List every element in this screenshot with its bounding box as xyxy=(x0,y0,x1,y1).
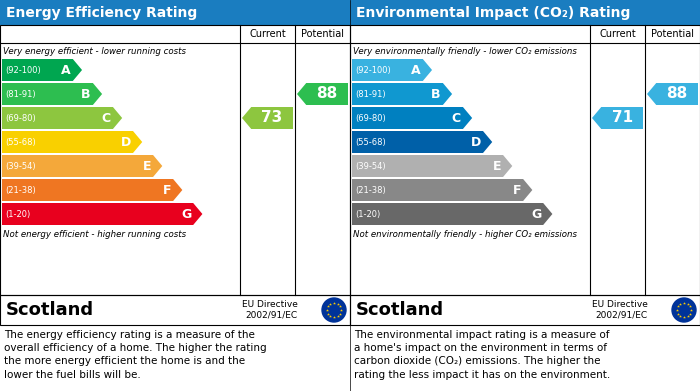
Text: Potential: Potential xyxy=(651,29,694,39)
Text: Scotland: Scotland xyxy=(356,301,444,319)
Circle shape xyxy=(322,298,346,322)
Polygon shape xyxy=(592,107,643,129)
Polygon shape xyxy=(352,155,512,177)
Text: (69-80): (69-80) xyxy=(355,113,386,122)
Text: The energy efficiency rating is a measure of the
overall efficiency of a home. T: The energy efficiency rating is a measur… xyxy=(4,330,267,380)
Text: B: B xyxy=(81,88,91,100)
Text: 88: 88 xyxy=(666,86,687,102)
Polygon shape xyxy=(2,179,182,201)
Text: The environmental impact rating is a measure of
a home's impact on the environme: The environmental impact rating is a mea… xyxy=(354,330,610,380)
Text: (81-91): (81-91) xyxy=(5,90,36,99)
Polygon shape xyxy=(2,83,102,105)
Polygon shape xyxy=(352,83,452,105)
Text: Potential: Potential xyxy=(301,29,344,39)
Text: C: C xyxy=(102,111,111,124)
Polygon shape xyxy=(2,131,142,153)
Text: E: E xyxy=(493,160,501,172)
Bar xyxy=(0,25,350,295)
Text: (39-54): (39-54) xyxy=(5,161,36,170)
Polygon shape xyxy=(352,59,432,81)
Text: Not environmentally friendly - higher CO₂ emissions: Not environmentally friendly - higher CO… xyxy=(353,230,577,239)
Text: D: D xyxy=(120,136,131,149)
Polygon shape xyxy=(2,203,202,225)
Text: Very environmentally friendly - lower CO₂ emissions: Very environmentally friendly - lower CO… xyxy=(353,47,577,57)
Text: 73: 73 xyxy=(262,111,283,126)
Text: Energy Efficiency Rating: Energy Efficiency Rating xyxy=(6,5,197,20)
Bar xyxy=(0,25,350,295)
Text: Scotland: Scotland xyxy=(6,301,94,319)
Text: EU Directive
2002/91/EC: EU Directive 2002/91/EC xyxy=(242,300,298,320)
Text: (81-91): (81-91) xyxy=(355,90,386,99)
Text: Current: Current xyxy=(599,29,636,39)
Text: E: E xyxy=(143,160,151,172)
Bar xyxy=(350,25,700,295)
Text: (92-100): (92-100) xyxy=(5,66,41,75)
Polygon shape xyxy=(352,203,552,225)
Polygon shape xyxy=(2,59,82,81)
Text: G: G xyxy=(181,208,191,221)
Text: Environmental Impact (CO₂) Rating: Environmental Impact (CO₂) Rating xyxy=(356,5,631,20)
Text: 88: 88 xyxy=(316,86,337,102)
Bar xyxy=(350,295,700,325)
Bar xyxy=(350,0,700,25)
Text: Current: Current xyxy=(249,29,286,39)
Text: Not energy efficient - higher running costs: Not energy efficient - higher running co… xyxy=(3,230,186,239)
Text: Very energy efficient - lower running costs: Very energy efficient - lower running co… xyxy=(3,47,186,57)
Text: F: F xyxy=(162,183,171,197)
Text: (55-68): (55-68) xyxy=(355,138,386,147)
Text: A: A xyxy=(411,63,421,77)
Text: (55-68): (55-68) xyxy=(5,138,36,147)
Text: F: F xyxy=(512,183,521,197)
Circle shape xyxy=(672,298,696,322)
Text: G: G xyxy=(531,208,541,221)
Text: C: C xyxy=(452,111,461,124)
Text: EU Directive
2002/91/EC: EU Directive 2002/91/EC xyxy=(592,300,648,320)
Bar xyxy=(0,295,350,325)
Polygon shape xyxy=(352,107,473,129)
Text: (69-80): (69-80) xyxy=(5,113,36,122)
Polygon shape xyxy=(352,179,532,201)
Polygon shape xyxy=(2,107,122,129)
Text: (21-38): (21-38) xyxy=(5,185,36,194)
Text: (39-54): (39-54) xyxy=(355,161,386,170)
Polygon shape xyxy=(352,131,492,153)
Text: (1-20): (1-20) xyxy=(5,210,30,219)
Bar xyxy=(350,295,700,325)
Polygon shape xyxy=(242,107,293,129)
Text: (92-100): (92-100) xyxy=(355,66,391,75)
Polygon shape xyxy=(2,155,162,177)
Bar xyxy=(350,25,700,295)
Text: (1-20): (1-20) xyxy=(355,210,380,219)
Bar xyxy=(0,0,350,25)
Text: 71: 71 xyxy=(612,111,633,126)
Text: D: D xyxy=(470,136,481,149)
Polygon shape xyxy=(647,83,698,105)
Polygon shape xyxy=(297,83,348,105)
Text: (21-38): (21-38) xyxy=(355,185,386,194)
Bar xyxy=(0,295,350,325)
Text: A: A xyxy=(61,63,71,77)
Text: B: B xyxy=(431,88,441,100)
